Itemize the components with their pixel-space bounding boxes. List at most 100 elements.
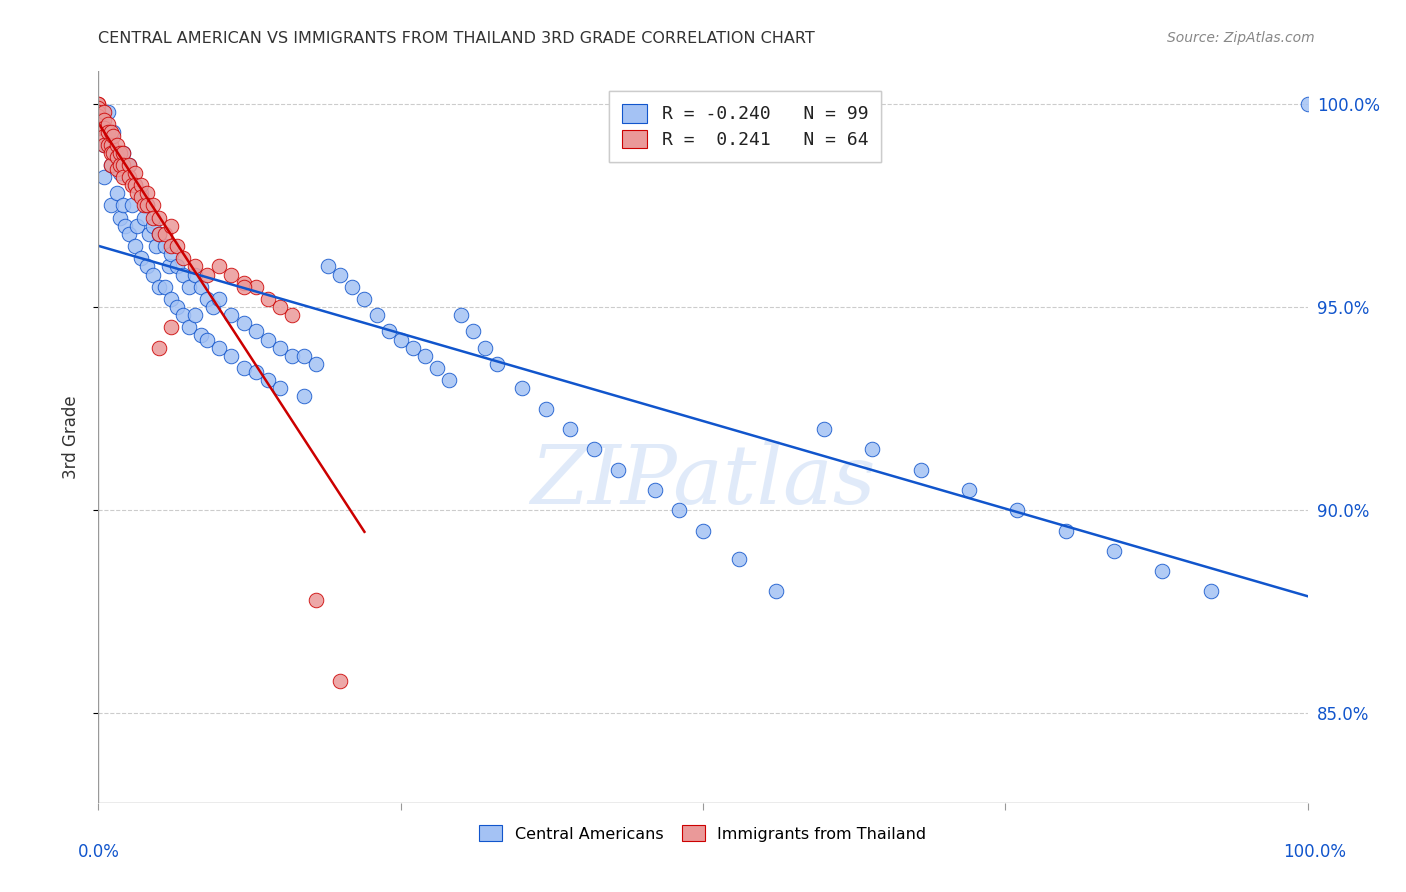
- Point: [108, 211, 131, 225]
- Point: [148, 211, 170, 225]
- Point: [142, 219, 165, 233]
- Point: [138, 227, 160, 241]
- Point: [269, 341, 291, 355]
- Point: [486, 357, 509, 371]
- Point: [134, 211, 156, 225]
- Point: [108, 145, 131, 160]
- Point: [1102, 544, 1125, 558]
- Legend: Central Americans, Immigrants from Thailand: Central Americans, Immigrants from Thail…: [471, 817, 935, 850]
- Point: [148, 227, 170, 241]
- Point: [160, 292, 183, 306]
- Point: [190, 279, 212, 293]
- Point: [118, 169, 141, 184]
- Point: [97, 125, 120, 139]
- Point: [813, 422, 835, 436]
- Point: [124, 178, 146, 193]
- Point: [121, 198, 143, 212]
- Point: [221, 349, 243, 363]
- Point: [108, 166, 131, 180]
- Point: [160, 320, 183, 334]
- Point: [607, 462, 630, 476]
- Point: [232, 276, 254, 290]
- Point: [534, 401, 557, 416]
- Point: [97, 117, 120, 131]
- Point: [172, 308, 194, 322]
- Point: [100, 158, 122, 172]
- Point: [366, 308, 388, 322]
- Point: [172, 268, 194, 282]
- Point: [93, 113, 115, 128]
- Point: [118, 158, 141, 172]
- Point: [87, 96, 110, 111]
- Point: [129, 190, 152, 204]
- Point: [105, 161, 128, 176]
- Point: [208, 292, 231, 306]
- Point: [316, 260, 339, 274]
- Point: [179, 320, 201, 334]
- Text: 100.0%: 100.0%: [1284, 843, 1346, 861]
- Point: [353, 292, 375, 306]
- Point: [413, 349, 436, 363]
- Point: [558, 422, 581, 436]
- Point: [93, 129, 115, 144]
- Point: [184, 268, 207, 282]
- Point: [101, 145, 124, 160]
- Point: [402, 341, 425, 355]
- Point: [87, 109, 110, 123]
- Point: [256, 333, 278, 347]
- Point: [305, 592, 328, 607]
- Point: [342, 279, 364, 293]
- Point: [101, 129, 124, 144]
- Point: [100, 125, 122, 139]
- Point: [256, 373, 278, 387]
- Point: [166, 300, 188, 314]
- Point: [510, 381, 533, 395]
- Y-axis label: 3rd Grade: 3rd Grade: [62, 395, 80, 479]
- Point: [437, 373, 460, 387]
- Point: [105, 145, 128, 160]
- Point: [153, 239, 176, 253]
- Point: [172, 252, 194, 266]
- Point: [111, 169, 134, 184]
- Point: [108, 158, 131, 172]
- Point: [583, 442, 606, 457]
- Point: [118, 158, 141, 172]
- Point: [281, 308, 304, 322]
- Point: [142, 198, 165, 212]
- Point: [245, 365, 267, 379]
- Point: [93, 169, 115, 184]
- Point: [644, 483, 666, 497]
- Point: [124, 178, 146, 193]
- Point: [148, 341, 170, 355]
- Point: [160, 239, 183, 253]
- Point: [245, 279, 267, 293]
- Point: [195, 268, 218, 282]
- Point: [389, 333, 412, 347]
- Point: [100, 158, 122, 172]
- Point: [269, 381, 291, 395]
- Point: [195, 292, 218, 306]
- Point: [957, 483, 980, 497]
- Point: [87, 113, 110, 128]
- Point: [118, 227, 141, 241]
- Point: [450, 308, 472, 322]
- Point: [135, 198, 157, 212]
- Point: [157, 260, 180, 274]
- Point: [93, 121, 115, 136]
- Point: [127, 219, 149, 233]
- Point: [93, 137, 115, 152]
- Point: [208, 260, 231, 274]
- Point: [195, 333, 218, 347]
- Point: [129, 252, 152, 266]
- Text: 0.0%: 0.0%: [77, 843, 120, 861]
- Point: [142, 268, 165, 282]
- Point: [184, 260, 207, 274]
- Point: [1007, 503, 1029, 517]
- Point: [111, 158, 134, 172]
- Point: [121, 178, 143, 193]
- Point: [232, 361, 254, 376]
- Point: [692, 524, 714, 538]
- Point: [208, 341, 231, 355]
- Point: [292, 389, 315, 403]
- Point: [87, 121, 110, 136]
